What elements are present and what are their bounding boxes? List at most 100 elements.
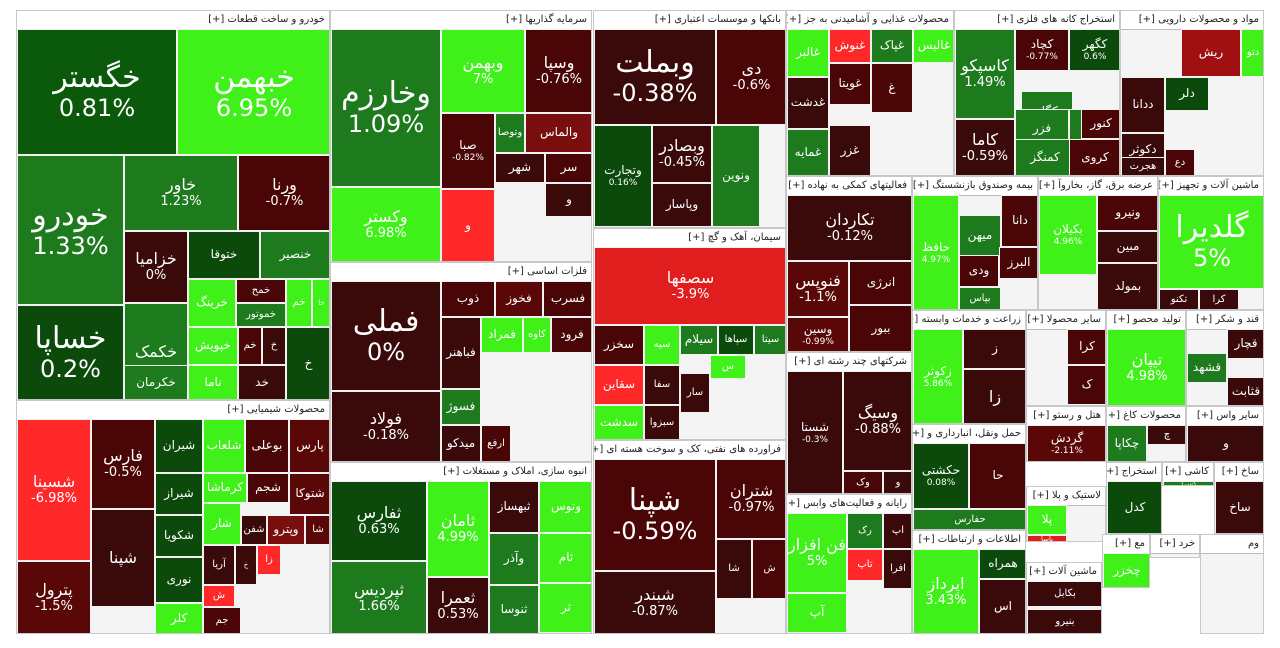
stock-tile[interactable]: نوری — [155, 557, 203, 603]
stock-tile[interactable]: ساخ — [1215, 481, 1263, 533]
stock-tile[interactable]: ز — [963, 329, 1025, 369]
stock-tile[interactable]: میهن — [959, 215, 1001, 257]
stock-tile[interactable]: خپویش — [188, 327, 238, 365]
stock-tile[interactable]: وتوس — [539, 481, 591, 533]
stock-tile[interactable]: خساپا 0.2% — [17, 305, 124, 399]
stock-tile[interactable]: ثپردیس 1.66% — [331, 561, 427, 633]
sector-title[interactable]: وم — [1201, 535, 1263, 554]
sector-title[interactable]: قند و شکر [+] — [1187, 311, 1263, 330]
stock-tile[interactable]: حکشتی 0.08% — [913, 443, 969, 509]
stock-tile[interactable]: ختوقا — [188, 231, 260, 279]
stock-tile[interactable]: کنور — [1081, 109, 1119, 139]
sector-title[interactable]: ساخ [+] — [1215, 463, 1263, 482]
stock-tile[interactable]: چخزر — [1103, 553, 1149, 587]
stock-tile[interactable]: سخزر — [594, 325, 644, 365]
stock-tile[interactable]: خد — [238, 365, 286, 399]
stock-tile[interactable]: ونوین — [712, 125, 760, 227]
stock-tile[interactable]: شسینا -6.98% — [17, 419, 91, 561]
stock-tile[interactable]: ونیرو — [1097, 195, 1157, 231]
stock-tile[interactable]: شیراز — [155, 473, 203, 515]
stock-tile[interactable]: تکاردان -0.12% — [787, 195, 911, 261]
sector-title[interactable]: استخراج کانه های فلزی [+] — [955, 11, 1119, 30]
stock-tile[interactable]: حا — [969, 443, 1025, 509]
stock-tile[interactable]: فرود — [551, 317, 591, 353]
stock-tile[interactable]: سفا — [644, 365, 680, 405]
stock-tile[interactable]: شفن — [241, 515, 267, 545]
sector-title[interactable]: هتل و رستو [+] — [1027, 407, 1105, 426]
stock-tile[interactable]: خنصیر — [260, 231, 329, 279]
stock-tile[interactable]: رک — [847, 513, 883, 549]
stock-tile[interactable]: شتران -0.97% — [716, 459, 785, 539]
stock-tile[interactable]: پارس — [289, 419, 329, 473]
stock-tile[interactable]: مبین — [1097, 231, 1157, 263]
stock-tile[interactable]: خا — [312, 279, 329, 327]
stock-tile[interactable]: ش — [203, 585, 235, 607]
stock-tile[interactable]: آپ — [787, 593, 847, 633]
stock-tile[interactable]: سپاها — [718, 325, 754, 355]
stock-tile[interactable]: صبا -0.82% — [441, 113, 495, 189]
stock-tile[interactable]: بمولد — [1097, 263, 1157, 309]
stock-tile[interactable]: شا — [305, 515, 329, 545]
stock-tile[interactable]: دانا — [1001, 195, 1037, 247]
stock-tile[interactable]: زا — [963, 369, 1025, 423]
stock-tile[interactable]: ثنوسا — [489, 585, 539, 633]
stock-tile[interactable]: والماس — [525, 113, 591, 153]
stock-tile[interactable]: خ — [262, 327, 286, 365]
stock-tile[interactable]: چ — [1147, 425, 1185, 445]
stock-tile[interactable]: ثبهساز — [489, 481, 539, 533]
stock-tile[interactable]: خموتور — [236, 303, 286, 327]
stock-tile[interactable]: شار — [203, 503, 241, 545]
sector-title[interactable]: عرضه برق، گاز، بخاروآ [+] — [1039, 177, 1157, 196]
stock-tile[interactable]: خبهمن 6.95% — [177, 29, 329, 155]
stock-tile[interactable]: تکنو — [1159, 289, 1199, 309]
stock-tile[interactable]: سقاین — [594, 365, 644, 405]
stock-tile[interactable]: کچاد -0.77% — [1015, 29, 1069, 71]
stock-tile[interactable]: بپاس — [959, 287, 1001, 309]
stock-tile[interactable]: شجم — [247, 473, 289, 503]
stock-tile[interactable]: فسوژ — [441, 389, 481, 425]
stock-tile[interactable]: غالیس — [913, 29, 953, 63]
sector-title[interactable]: کاشی [+] — [1163, 463, 1213, 482]
stock-tile[interactable]: تاپ — [847, 549, 883, 581]
stock-tile[interactable]: همراه — [979, 549, 1025, 579]
stock-tile[interactable]: شهر — [495, 153, 545, 183]
stock-tile[interactable]: فملی 0% — [331, 281, 441, 391]
stock-tile[interactable]: غ — [871, 63, 913, 113]
stock-tile[interactable]: اپرداز 3.43% — [913, 549, 979, 633]
stock-tile[interactable]: کدل — [1107, 481, 1161, 533]
stock-tile[interactable]: فمراد — [481, 317, 523, 353]
sector-title[interactable]: لاستیک و پلا [+] — [1027, 487, 1105, 506]
stock-tile[interactable]: خ — [286, 327, 329, 399]
stock-tile[interactable]: و — [545, 183, 591, 217]
stock-tile[interactable]: فسرب — [543, 281, 591, 317]
stock-tile[interactable]: شکویا — [155, 515, 203, 557]
stock-tile[interactable]: کاما -0.59% — [955, 119, 1015, 175]
stock-tile[interactable]: وک — [843, 471, 883, 493]
stock-tile[interactable]: کگهر 0.6% — [1069, 29, 1119, 71]
sector-title[interactable]: محصولات غذایی و آشامیدنی به جز [+] — [787, 11, 953, 30]
stock-tile[interactable]: زا — [257, 545, 281, 575]
stock-tile[interactable]: کاسپکو 1.49% — [955, 29, 1015, 119]
stock-tile[interactable]: شستا -0.3% — [787, 371, 843, 493]
stock-tile[interactable]: جم — [203, 607, 241, 633]
stock-tile[interactable]: شا — [716, 539, 752, 599]
sector-title[interactable]: محصولات شیمیایی [+] — [17, 401, 329, 420]
sector-title[interactable]: فعالیتهای کمکی به نهاده [+] — [787, 177, 911, 196]
stock-tile[interactable]: وپاسار — [652, 183, 712, 227]
sector-title[interactable]: اطلاعات و ارتباطات [+] — [913, 531, 1025, 550]
stock-tile[interactable]: کرا — [1067, 329, 1105, 365]
stock-tile[interactable]: انرژی — [849, 261, 911, 305]
stock-tile[interactable]: فنوپس -1.1% — [787, 261, 849, 317]
stock-tile[interactable]: خگستر 0.81% — [17, 29, 177, 155]
stock-tile[interactable]: حفارس — [913, 509, 1025, 529]
stock-tile[interactable]: ارفع — [481, 425, 511, 461]
stock-tile[interactable]: ورنا -0.7% — [238, 155, 329, 231]
stock-tile[interactable]: شپنا — [91, 509, 155, 607]
sector-title[interactable]: شرکتهای چند رشته ای [+] — [787, 353, 911, 372]
stock-tile[interactable]: غویتا — [829, 63, 871, 105]
stock-tile[interactable]: سیتا — [754, 325, 785, 355]
stock-tile[interactable]: آریا — [203, 545, 235, 585]
stock-tile[interactable]: دتو — [1241, 29, 1263, 77]
stock-tile[interactable]: گلدیرا 5% — [1159, 195, 1263, 289]
stock-tile[interactable]: بنیرو — [1027, 609, 1101, 633]
